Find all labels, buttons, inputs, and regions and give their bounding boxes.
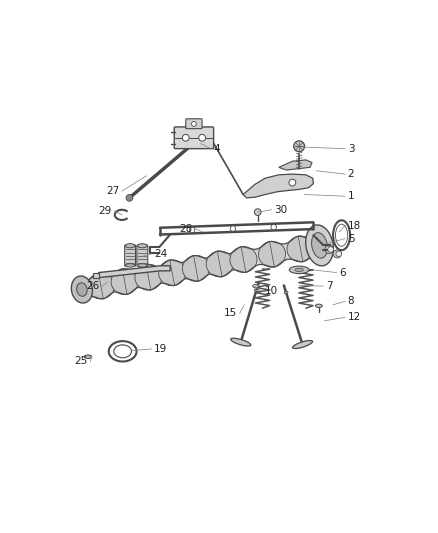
Polygon shape bbox=[279, 160, 312, 170]
Ellipse shape bbox=[84, 355, 92, 358]
Text: 6: 6 bbox=[339, 268, 346, 278]
Text: 4: 4 bbox=[214, 144, 220, 154]
Ellipse shape bbox=[125, 244, 135, 248]
Circle shape bbox=[199, 134, 205, 141]
Ellipse shape bbox=[138, 264, 147, 267]
Text: 5: 5 bbox=[348, 233, 354, 244]
Circle shape bbox=[190, 140, 197, 147]
Text: 25: 25 bbox=[74, 357, 88, 367]
Ellipse shape bbox=[293, 341, 313, 349]
Text: 10: 10 bbox=[265, 286, 278, 296]
Polygon shape bbox=[99, 266, 170, 278]
Text: 7: 7 bbox=[325, 281, 332, 291]
Ellipse shape bbox=[159, 260, 186, 286]
Ellipse shape bbox=[231, 338, 251, 346]
Circle shape bbox=[294, 141, 304, 152]
Text: 29: 29 bbox=[98, 206, 111, 216]
Text: 8: 8 bbox=[348, 296, 354, 306]
Text: 24: 24 bbox=[154, 249, 167, 259]
Text: 26: 26 bbox=[86, 281, 99, 291]
Circle shape bbox=[333, 250, 341, 258]
Circle shape bbox=[328, 247, 333, 252]
Ellipse shape bbox=[71, 276, 92, 303]
Ellipse shape bbox=[230, 247, 257, 272]
Text: 12: 12 bbox=[348, 312, 361, 322]
Ellipse shape bbox=[306, 225, 333, 266]
FancyBboxPatch shape bbox=[137, 245, 148, 266]
Ellipse shape bbox=[311, 232, 328, 258]
Ellipse shape bbox=[88, 273, 114, 299]
Circle shape bbox=[191, 122, 196, 126]
Text: 1: 1 bbox=[348, 191, 354, 201]
Circle shape bbox=[336, 251, 342, 257]
Ellipse shape bbox=[111, 269, 138, 295]
Ellipse shape bbox=[315, 304, 322, 308]
Circle shape bbox=[325, 245, 333, 254]
Text: 15: 15 bbox=[224, 308, 237, 318]
FancyBboxPatch shape bbox=[174, 127, 214, 149]
Ellipse shape bbox=[290, 266, 309, 273]
Ellipse shape bbox=[77, 283, 87, 296]
Ellipse shape bbox=[258, 241, 286, 267]
Ellipse shape bbox=[295, 268, 304, 271]
Ellipse shape bbox=[125, 264, 135, 267]
Polygon shape bbox=[243, 174, 314, 198]
Text: 19: 19 bbox=[154, 344, 167, 354]
Ellipse shape bbox=[287, 236, 314, 262]
Text: 30: 30 bbox=[274, 205, 287, 215]
Circle shape bbox=[190, 227, 195, 233]
Circle shape bbox=[254, 209, 261, 215]
Polygon shape bbox=[93, 272, 99, 278]
Text: 27: 27 bbox=[106, 186, 119, 196]
Ellipse shape bbox=[206, 251, 233, 277]
FancyBboxPatch shape bbox=[186, 119, 202, 128]
Text: 18: 18 bbox=[348, 221, 361, 231]
Ellipse shape bbox=[183, 255, 209, 281]
FancyBboxPatch shape bbox=[125, 245, 135, 266]
Ellipse shape bbox=[138, 244, 147, 248]
Circle shape bbox=[230, 226, 236, 231]
Ellipse shape bbox=[253, 285, 259, 288]
Text: 3: 3 bbox=[348, 144, 354, 154]
Polygon shape bbox=[81, 236, 321, 299]
Text: 2: 2 bbox=[348, 169, 354, 179]
Circle shape bbox=[271, 224, 276, 230]
Circle shape bbox=[126, 195, 133, 201]
Ellipse shape bbox=[254, 289, 258, 292]
Circle shape bbox=[289, 179, 296, 186]
Text: 28: 28 bbox=[180, 224, 193, 234]
Ellipse shape bbox=[135, 264, 162, 290]
Ellipse shape bbox=[284, 292, 288, 294]
Circle shape bbox=[182, 134, 189, 141]
